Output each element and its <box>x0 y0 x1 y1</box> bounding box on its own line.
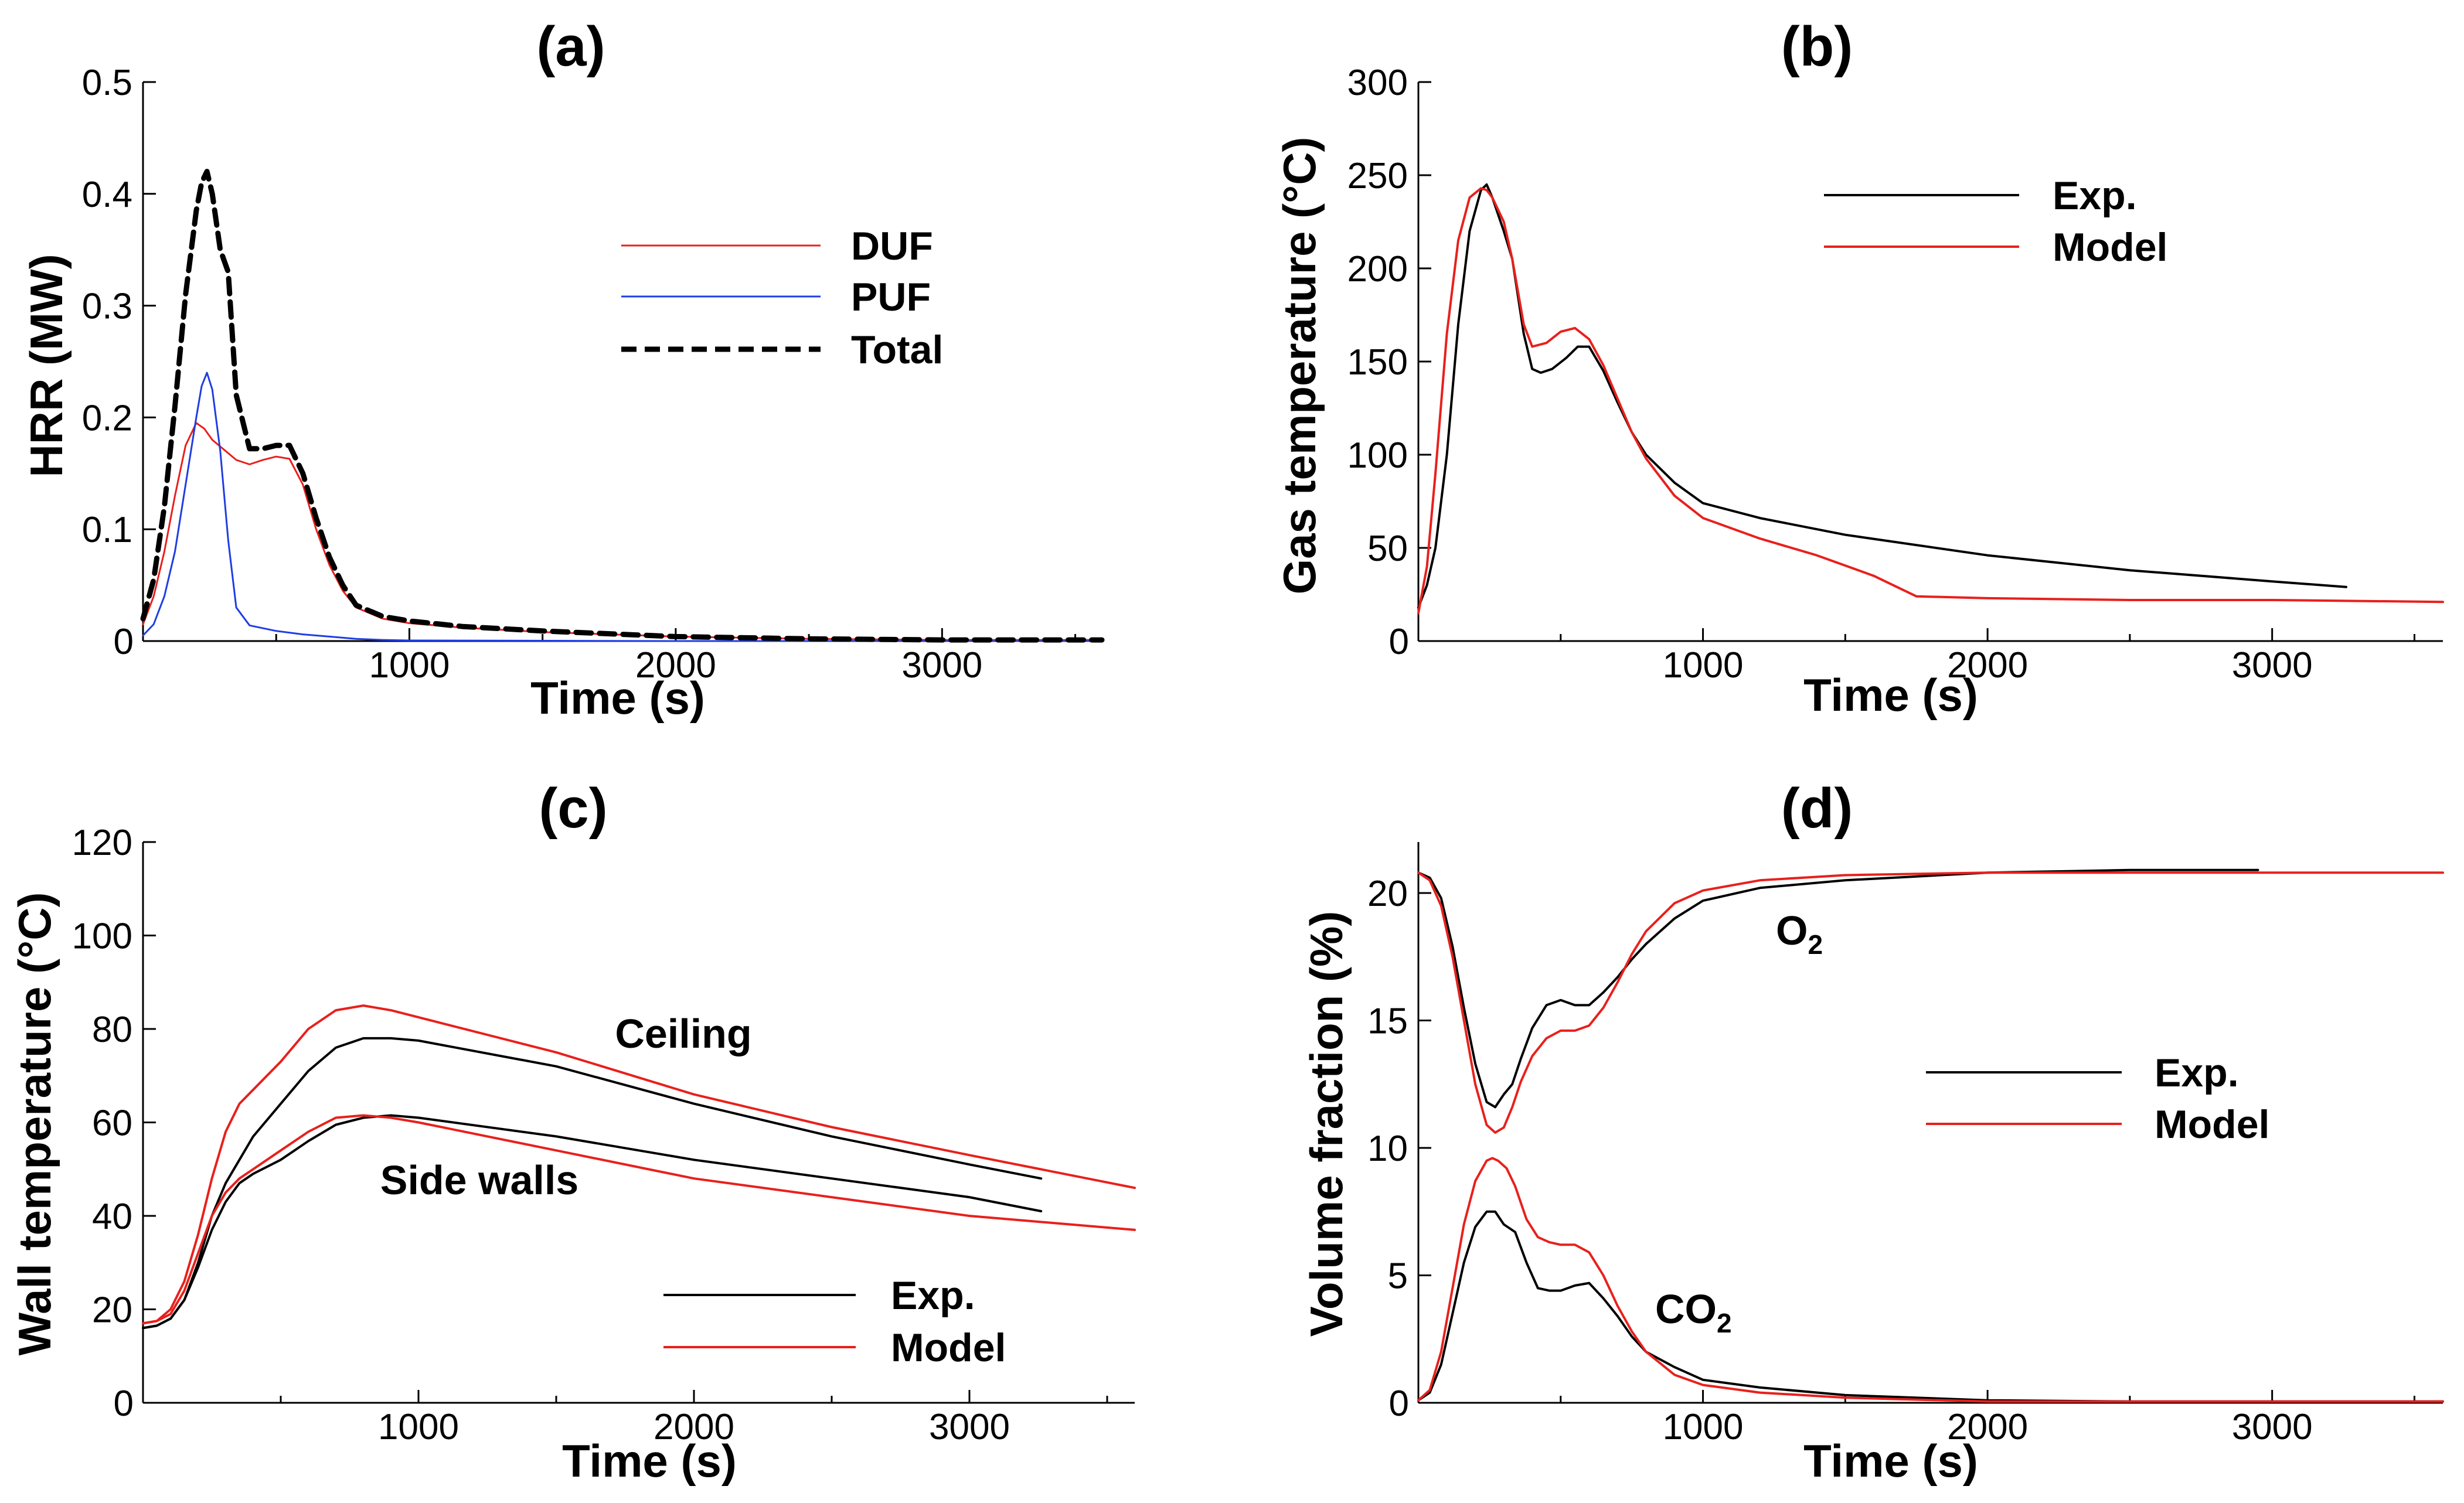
origin-tick-label: 0 <box>114 1383 134 1424</box>
panel-a-legend: DUF PUF Total <box>621 224 943 372</box>
panel-c-y-axis-label: Wall temperature (°C) <box>9 892 60 1355</box>
y-tick-label: 100 <box>72 916 132 957</box>
panel-d: (d) 1000 2000 3000 5 10 15 20 0 Time (s) Volume… <box>1301 777 2444 1487</box>
y-tick-label: 60 <box>92 1103 132 1144</box>
y-tick-label: 20 <box>1367 874 1408 914</box>
y-tick-label: 150 <box>1347 342 1408 383</box>
origin-tick-label: 0 <box>1389 622 1409 662</box>
panel-b-x-axis-label: Time (s) <box>1803 669 1978 721</box>
panel-a-title: (a) <box>536 15 605 78</box>
y-tick-label: 0.1 <box>82 510 132 550</box>
series-line-exp-co2 <box>1417 1210 2444 1403</box>
panel-b-y-axis-label: Gas temperature (°C) <box>1274 137 1325 594</box>
annotation-co2: CO2 <box>1655 1286 1732 1338</box>
x-tick-label: 2000 <box>1947 1407 2028 1447</box>
legend-label-puf: PUF <box>851 275 931 319</box>
series-line-exp <box>1417 868 2259 1109</box>
annotation-co2-main: CO <box>1655 1286 1717 1332</box>
origin-tick-label: 0 <box>114 622 134 662</box>
series-line-total <box>140 169 1105 643</box>
panel-a-y-axis-label: HRR (MW) <box>21 254 72 477</box>
annotation-side-walls: Side walls <box>380 1157 578 1203</box>
annotation-o2-subscript: 2 <box>1808 929 1823 960</box>
panel-c: (c) 1000 2000 3000 20 40 60 80 100 120 0 Time (s)… <box>9 777 1136 1487</box>
legend-label-model: Model <box>2053 225 2167 270</box>
series-line-model-co2 <box>1417 1157 2444 1403</box>
y-tick-label: 0.2 <box>82 398 132 438</box>
legend-label-total: Total <box>851 328 943 372</box>
y-tick-label: 300 <box>1347 63 1408 103</box>
series-line-model <box>1417 871 2444 1134</box>
y-tick-label: 0.3 <box>82 287 132 327</box>
y-tick-label: 20 <box>92 1290 132 1331</box>
x-tick-label: 1000 <box>378 1407 459 1447</box>
panel-a-x-axis-label: Time (s) <box>530 672 705 724</box>
y-tick-label: 0.5 <box>82 63 132 103</box>
series-line-model <box>1417 187 2444 615</box>
origin-tick-label: 0 <box>1389 1383 1409 1424</box>
y-tick-label: 10 <box>1367 1129 1408 1169</box>
legend-label-exp: Exp. <box>891 1273 975 1318</box>
y-tick-label: 5 <box>1388 1256 1408 1297</box>
y-tick-label: 100 <box>1347 435 1408 476</box>
series-line-model <box>142 1004 1136 1325</box>
y-tick-label: 120 <box>72 823 132 863</box>
annotation-o2: O2 <box>1776 908 1823 960</box>
panel-d-title: (d) <box>1781 777 1853 840</box>
y-tick-label: 200 <box>1347 249 1408 289</box>
annotation-co2-subscript: 2 <box>1717 1308 1732 1338</box>
panel-a-plot-area: 1000 2000 3000 0.1 0.2 0.3 0.4 0.5 0 <box>82 63 1105 686</box>
annotation-ceiling: Ceiling <box>615 1011 751 1056</box>
panel-d-x-axis-label: Time (s) <box>1803 1435 1978 1487</box>
x-tick-label: 3000 <box>2232 1407 2313 1447</box>
x-tick-label: 1000 <box>369 645 450 686</box>
panel-a: (a) 1000 2000 3000 0.1 0.2 0.3 0.4 0.5 0 Time (s… <box>21 15 1105 724</box>
panel-b-legend: Exp. Model <box>1824 173 2167 270</box>
y-tick-label: 15 <box>1367 1001 1408 1042</box>
series-line-model-side-walls <box>142 1114 1136 1325</box>
y-tick-label: 40 <box>92 1197 132 1237</box>
x-tick-label: 3000 <box>2232 645 2313 686</box>
panel-d-y-axis-label: Volume fraction (%) <box>1301 911 1352 1337</box>
x-tick-label: 3000 <box>901 645 982 686</box>
series-line-puf <box>142 372 1103 642</box>
y-tick-label: 80 <box>92 1010 132 1050</box>
panel-d-plot-area: 1000 2000 3000 5 10 15 20 0 <box>1367 842 2444 1447</box>
x-tick-label: 3000 <box>929 1407 1010 1447</box>
y-tick-label: 0.4 <box>82 175 132 215</box>
panel-c-x-axis-label: Time (s) <box>562 1435 737 1487</box>
legend-label-model: Model <box>2155 1102 2269 1147</box>
series-line-exp <box>1417 183 2347 609</box>
panel-d-legend: Exp. Model <box>1926 1051 2269 1147</box>
legend-label-exp: Exp. <box>2053 173 2137 218</box>
annotation-o2-main: O <box>1776 908 1808 953</box>
x-tick-label: 1000 <box>1663 1407 1744 1447</box>
y-tick-label: 50 <box>1367 529 1408 569</box>
y-tick-label: 250 <box>1347 156 1408 196</box>
x-tick-label: 2000 <box>654 1407 734 1447</box>
panel-c-legend: Exp. Model <box>663 1273 1006 1370</box>
panel-b-title: (b) <box>1781 15 1853 78</box>
panel-c-plot-area: 1000 2000 3000 20 40 60 80 100 120 0 <box>72 823 1136 1447</box>
x-tick-label: 2000 <box>1947 645 2028 686</box>
panel-c-title: (c) <box>539 777 607 840</box>
legend-label-exp: Exp. <box>2155 1051 2239 1095</box>
legend-label-model: Model <box>891 1325 1006 1370</box>
x-tick-label: 1000 <box>1663 645 1744 686</box>
series-line-exp-side-walls <box>142 1114 1043 1330</box>
legend-label-duf: DUF <box>851 224 933 268</box>
series-line-duf <box>142 422 1103 641</box>
x-tick-label: 2000 <box>635 645 716 686</box>
